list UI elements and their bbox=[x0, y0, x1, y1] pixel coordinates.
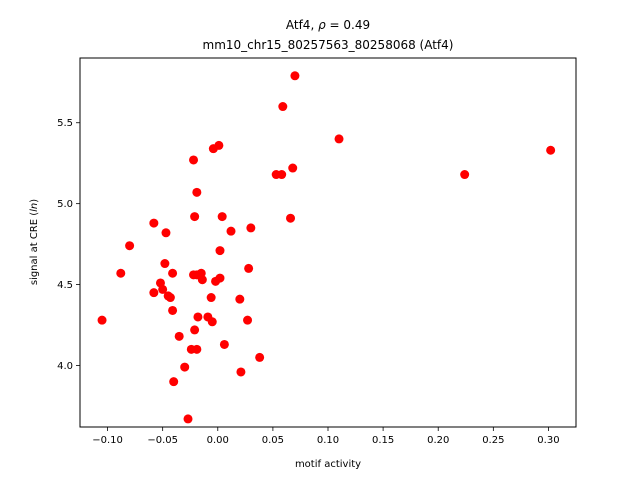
chart-title-rho-value: = 0.49 bbox=[326, 18, 370, 32]
scatter-point-51 bbox=[334, 134, 344, 144]
x-tick-label: 0.05 bbox=[262, 435, 284, 446]
scatter-point-50 bbox=[290, 71, 300, 81]
scatter-point-35 bbox=[215, 273, 225, 283]
y-tick-label: 4.0 bbox=[57, 361, 73, 372]
scatter-point-13 bbox=[169, 377, 179, 387]
scatter-point-24 bbox=[192, 344, 202, 354]
scatter-point-6 bbox=[158, 284, 168, 294]
scatter-point-7 bbox=[160, 259, 170, 269]
scatter-point-42 bbox=[244, 263, 254, 273]
scatter-point-43 bbox=[246, 223, 256, 233]
x-tick-label: 0.10 bbox=[317, 435, 339, 446]
scatter-point-12 bbox=[168, 305, 178, 315]
scatter-point-11 bbox=[168, 268, 178, 278]
x-tick-label: 0.15 bbox=[372, 435, 394, 446]
scatter-point-14 bbox=[174, 331, 184, 341]
scatter-point-25 bbox=[193, 312, 203, 322]
scatter-point-19 bbox=[189, 155, 199, 165]
scatter-point-36 bbox=[217, 212, 227, 222]
scatter-point-27 bbox=[197, 275, 207, 285]
y-axis-ticks: 4.0 4.5 5.0 5.5 bbox=[57, 118, 80, 372]
scatter-point-16 bbox=[183, 414, 193, 424]
x-tick-label: −0.10 bbox=[92, 435, 123, 446]
y-tick-label: 5.5 bbox=[57, 118, 73, 129]
scatter-point-44 bbox=[255, 352, 265, 362]
scatter-point-2 bbox=[125, 241, 135, 251]
chart-title-main: Atf4, bbox=[286, 18, 318, 32]
scatter-point-30 bbox=[207, 317, 217, 327]
y-axis-label-prefix: signal at CRE ( bbox=[29, 212, 40, 285]
x-axis-label: motif activity bbox=[295, 459, 361, 470]
scatter-point-29 bbox=[206, 293, 216, 303]
chart-subtitle: mm10_chr15_80257563_80258068 (Atf4) bbox=[203, 38, 454, 52]
scatter-point-38 bbox=[226, 226, 236, 236]
scatter-point-48 bbox=[286, 213, 296, 223]
scatter-point-15 bbox=[180, 362, 190, 372]
y-axis-label-suffix: ) bbox=[29, 199, 40, 203]
scatter-point-37 bbox=[219, 339, 229, 349]
scatter-point-3 bbox=[149, 218, 159, 228]
scatter-point-39 bbox=[235, 294, 245, 304]
x-tick-label: 0.20 bbox=[427, 435, 449, 446]
y-tick-label: 5.0 bbox=[57, 199, 73, 210]
scatter-point-10 bbox=[165, 293, 175, 303]
scatter-point-4 bbox=[149, 288, 159, 298]
x-tick-label: −0.05 bbox=[147, 435, 178, 446]
y-tick-label: 4.5 bbox=[57, 280, 73, 291]
x-tick-label: 0.30 bbox=[537, 435, 559, 446]
y-axis-label: signal at CRE (ln) bbox=[29, 199, 40, 285]
scatter-point-21 bbox=[190, 325, 200, 335]
scatter-point-8 bbox=[161, 228, 171, 238]
x-tick-label: 0.00 bbox=[207, 435, 229, 446]
chart-title: Atf4, ρ = 0.49 bbox=[286, 18, 370, 32]
scatter-point-34 bbox=[215, 246, 225, 256]
scatter-point-0 bbox=[97, 315, 107, 325]
scatter-point-40 bbox=[236, 367, 246, 377]
scatter-point-52 bbox=[460, 170, 470, 180]
scatter-point-53 bbox=[546, 145, 556, 155]
scatter-point-33 bbox=[214, 140, 224, 150]
scatter-point-41 bbox=[243, 315, 253, 325]
scatter-point-22 bbox=[192, 187, 202, 197]
scatter-point-47 bbox=[278, 102, 288, 112]
y-axis-label-italic: ln bbox=[29, 203, 40, 212]
chart-title-rho: ρ bbox=[318, 18, 326, 32]
x-tick-label: 0.25 bbox=[482, 435, 504, 446]
x-axis-ticks: −0.10 −0.05 0.00 0.05 0.10 0.15 0.20 0.25 0.30 bbox=[92, 427, 560, 446]
scatter-point-49 bbox=[288, 163, 298, 173]
scatter-point-1 bbox=[116, 268, 126, 278]
points-layer bbox=[97, 71, 556, 424]
scatter-point-20 bbox=[190, 212, 200, 222]
scatter-point-46 bbox=[277, 170, 287, 180]
